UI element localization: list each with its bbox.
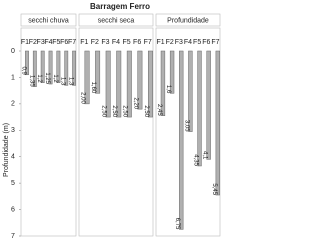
bar xyxy=(32,50,37,87)
value-label: 4,1 xyxy=(202,151,208,160)
value-label: 3,05 xyxy=(183,120,189,132)
bar xyxy=(56,50,61,83)
panel-header xyxy=(78,13,154,27)
bar xyxy=(147,50,153,118)
value-label: 1,35 xyxy=(28,75,34,87)
x-tick-label: F6 xyxy=(133,39,141,46)
panel-header xyxy=(20,13,77,27)
value-label: 1,3 xyxy=(68,77,74,86)
value-label: 1,6 xyxy=(165,85,171,94)
y-tick-label: 0 xyxy=(11,48,15,55)
bar xyxy=(215,50,220,196)
panel-title: secchi chuva xyxy=(28,17,69,24)
value-label: 2,45 xyxy=(156,104,162,116)
bar xyxy=(160,50,166,116)
value-label: 1,2 xyxy=(52,74,58,83)
x-tick-label: F3 xyxy=(101,39,109,46)
bar xyxy=(137,50,143,110)
value-label: 0,9 xyxy=(20,66,26,75)
value-label: 2,50 xyxy=(143,105,149,117)
x-tick-label: F5 xyxy=(193,39,201,46)
panel-frame xyxy=(78,27,154,237)
bar xyxy=(84,50,90,105)
value-label: 2,00 xyxy=(79,92,85,104)
bar xyxy=(72,50,77,86)
bar xyxy=(179,50,184,230)
y-tick-label: 1 xyxy=(11,74,15,81)
x-tick-label: F7 xyxy=(144,39,152,46)
x-tick-label: F6 xyxy=(60,39,68,46)
bar xyxy=(206,50,211,160)
y-tick-label: 7 xyxy=(11,233,15,240)
value-label: 1,25 xyxy=(44,72,50,84)
y-axis-label: Profundidade (m) xyxy=(3,123,10,177)
x-tick-label: F2 xyxy=(166,39,174,46)
x-tick-label: F2 xyxy=(91,39,99,46)
x-tick-label: F4 xyxy=(112,39,120,46)
panel-frame xyxy=(155,27,221,237)
bar xyxy=(197,50,202,167)
value-label: 6,75 xyxy=(174,218,180,230)
x-tick-label: F3 xyxy=(37,39,45,46)
x-tick-label: F7 xyxy=(68,39,76,46)
value-label: 2,50 xyxy=(111,105,117,117)
bar xyxy=(48,50,53,85)
bar xyxy=(64,50,69,86)
bar xyxy=(25,50,29,76)
x-tick-label: F3 xyxy=(175,39,183,46)
y-tick-label: 6 xyxy=(11,206,15,213)
value-label: 2,50 xyxy=(101,105,107,117)
value-label: 2,50 xyxy=(122,105,128,117)
chart: Barragem Ferro Profundidade (m) 0 1 2 3 4 5 6 7… xyxy=(3,2,221,240)
value-label: 4,35 xyxy=(192,154,198,166)
bar xyxy=(126,50,132,118)
value-label: 1,3 xyxy=(60,77,66,86)
value-label: 1,60 xyxy=(90,82,96,94)
panel-header xyxy=(155,13,221,27)
y-tick-label: 3 xyxy=(11,127,15,134)
x-tick-label: F2 xyxy=(29,39,37,46)
value-label: 2,20 xyxy=(132,97,138,109)
x-tick-label: F4 xyxy=(44,39,52,46)
value-label: 5,45 xyxy=(211,183,217,195)
bar xyxy=(116,50,122,118)
x-tick-label: F5 xyxy=(122,39,130,46)
bar xyxy=(188,50,193,132)
y-tick-label: 4 xyxy=(11,154,15,161)
panel-title: secchi seca xyxy=(98,17,135,24)
panel-title: Profundidade xyxy=(167,17,209,24)
x-tick-label: F6 xyxy=(202,39,210,46)
bar xyxy=(105,50,111,118)
bar xyxy=(169,50,175,94)
y-tick-label: 2 xyxy=(11,101,15,108)
x-tick-label: F7 xyxy=(211,39,219,46)
x-tick-label: F4 xyxy=(184,39,192,46)
chart-title: Barragem Ferro xyxy=(90,2,150,11)
value-label: 1,2 xyxy=(36,74,42,83)
y-tick-label: 5 xyxy=(11,180,15,187)
x-tick-label: F1 xyxy=(156,39,164,46)
bar xyxy=(40,50,45,83)
x-tick-label: F5 xyxy=(52,39,60,46)
x-tick-label: F1 xyxy=(80,39,88,46)
bar xyxy=(95,50,101,94)
x-tick-label: F1 xyxy=(21,39,29,46)
panel-frame xyxy=(20,27,77,237)
